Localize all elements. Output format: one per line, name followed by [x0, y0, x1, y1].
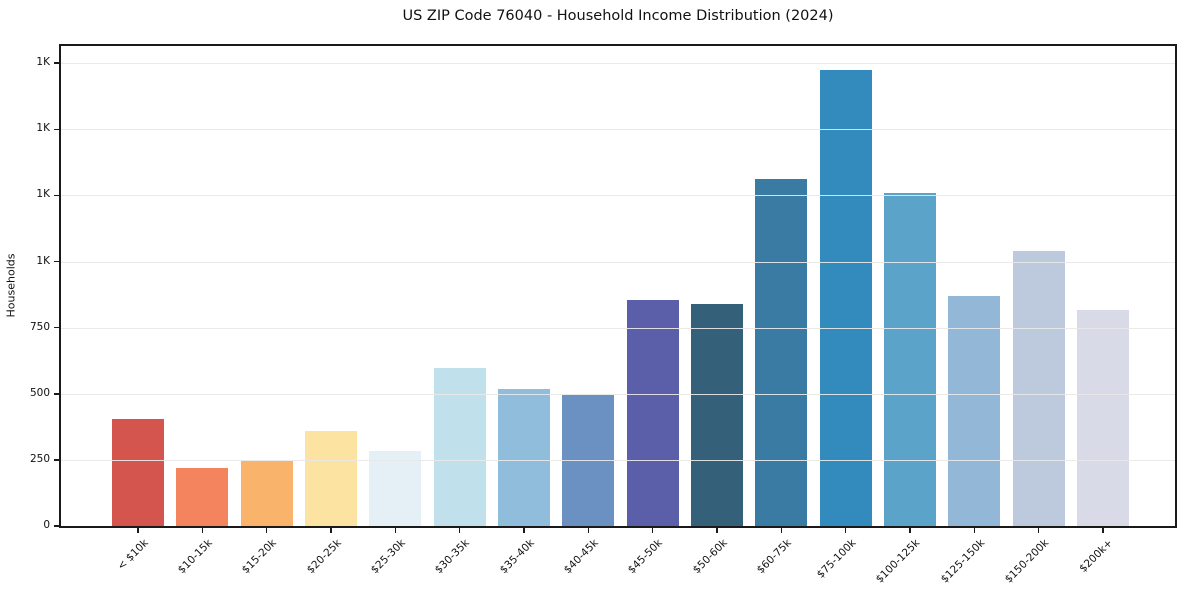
x-tick-mark [716, 528, 718, 533]
gridline-750 [61, 327, 1175, 329]
x-tick-mark [523, 528, 525, 533]
x-tick-label: < $10k [114, 537, 151, 573]
x-tick-label: $75-100k [814, 537, 859, 581]
x-tick-label: $10-15k [175, 537, 215, 577]
y-tick-label: 500 [29, 386, 50, 399]
x-tick-label: $25-30k [368, 537, 408, 577]
x-tick-label: $150-200k [1002, 537, 1052, 586]
bar-$60-75k [755, 179, 808, 526]
y-tick-mark [54, 393, 59, 395]
gridline-1750 [61, 63, 1175, 65]
bar-$200k+ [1076, 309, 1129, 526]
x-tick-mark [844, 528, 847, 533]
x-tick-label: $30-35k [433, 537, 473, 577]
gridline-1250 [61, 195, 1175, 197]
x-tick-label: $60-75k [754, 537, 794, 577]
bar-$10-15k [176, 467, 229, 526]
bar-$45-50k [626, 299, 679, 526]
x-tick-label: $200k+ [1077, 537, 1116, 575]
x-tick-label: $100-125k [873, 537, 923, 586]
bar-$100-125k [883, 193, 936, 526]
x-tick-mark [1037, 528, 1040, 533]
gridline-1500 [61, 129, 1175, 131]
x-tick-mark [651, 528, 654, 533]
y-tick-mark [54, 459, 59, 461]
x-tick-label: $50-60k [690, 537, 730, 577]
x-tick-mark [973, 528, 975, 533]
gridline-500 [61, 393, 1175, 395]
x-tick-mark [458, 528, 461, 533]
x-tick-label: $40-45k [561, 537, 601, 577]
bar-$75-100k [819, 69, 872, 526]
x-tick-label: $20-25k [304, 537, 344, 577]
y-tick-mark [54, 260, 59, 263]
x-tick-mark [780, 528, 782, 533]
bar-$20-25k [304, 431, 357, 526]
x-tick-mark [1102, 528, 1104, 533]
x-tick-mark [330, 528, 332, 533]
bar-$30-35k [433, 367, 486, 526]
gridline-250 [61, 459, 1175, 461]
bar-$50-60k [690, 303, 743, 526]
x-tick-label: $45-50k [626, 537, 666, 577]
y-tick-label: 1K [36, 254, 50, 267]
y-tick-mark [54, 525, 59, 527]
x-tick-mark [587, 528, 590, 533]
y-tick-label: 250 [29, 452, 50, 465]
plot-area [59, 44, 1177, 528]
y-tick-mark [54, 326, 59, 329]
x-tick-mark [394, 528, 397, 533]
x-tick-mark [909, 528, 911, 533]
x-tick-mark [265, 528, 268, 533]
bar-$150-200k [1012, 251, 1065, 526]
y-tick-label: 1K [36, 188, 50, 201]
bar-$125-150k [948, 295, 1001, 526]
bar-$35-40k [497, 389, 550, 526]
chart-title: US ZIP Code 76040 - Household Income Dis… [402, 8, 834, 24]
bar-$15-20k [240, 460, 293, 526]
x-tick-label: $15-20k [240, 537, 280, 577]
x-tick-label: $35-40k [497, 537, 537, 577]
bar-$25-30k [369, 451, 422, 526]
y-tick-label: 0 [43, 519, 50, 531]
bar-$40-45k [562, 395, 615, 526]
x-tick-mark [201, 528, 204, 533]
y-tick-mark [54, 128, 59, 131]
x-tick-mark [137, 528, 139, 533]
y-tick-mark [54, 194, 59, 197]
y-tick-label: 1K [36, 56, 50, 69]
bar-< $10k [112, 418, 164, 526]
gridline-1000 [61, 261, 1175, 263]
y-tick-label: 750 [29, 320, 50, 333]
y-tick-label: 1K [36, 122, 50, 135]
x-tick-label: $125-150k [938, 537, 987, 586]
y-tick-mark [54, 62, 59, 64]
